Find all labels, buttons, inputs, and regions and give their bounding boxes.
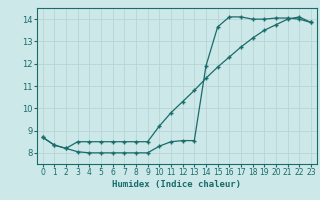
X-axis label: Humidex (Indice chaleur): Humidex (Indice chaleur) [112,180,241,189]
